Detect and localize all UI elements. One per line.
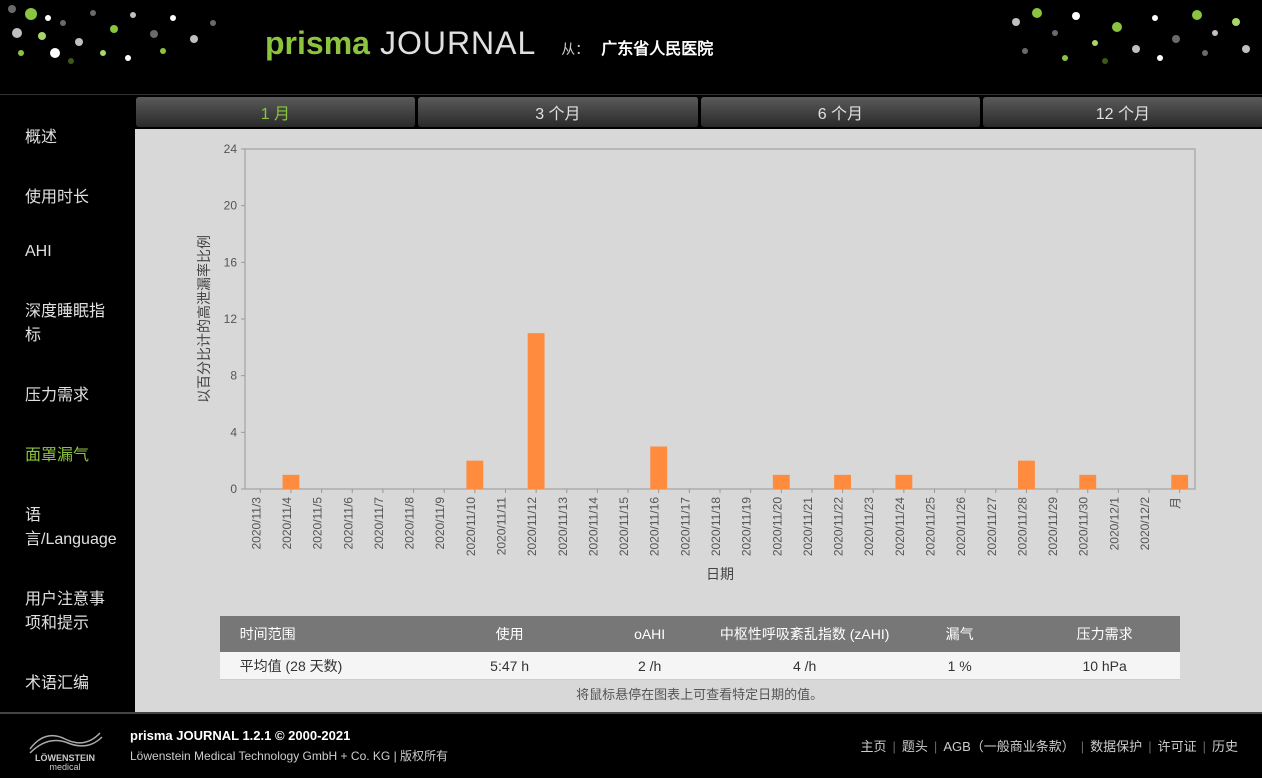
footer-link[interactable]: 许可证 xyxy=(1158,739,1197,754)
svg-text:2020/11/17: 2020/11/17 xyxy=(678,497,692,556)
table-header-cell: 漏气 xyxy=(890,624,1030,644)
leak-bar-chart[interactable]: 0 4 8 12 16 20 24 以百分比计的高泄漏率比例 2020/11/3 2020/11/… xyxy=(155,139,1245,601)
svg-text:2020/11/12: 2020/11/12 xyxy=(525,497,539,556)
table-cell: 4 /h xyxy=(720,658,890,674)
svg-text:0: 0 xyxy=(230,482,237,496)
table-cell: 平均值 (28 天数) xyxy=(220,656,440,676)
table-cell: 2 /h xyxy=(580,658,720,674)
sidebar-item-usage[interactable]: 使用时长 xyxy=(0,165,135,225)
table-header: 时间范围使用oAHI中枢性呼吸紊乱指数 (zAHI)漏气压力需求 xyxy=(220,616,1180,652)
svg-text:4: 4 xyxy=(230,425,237,439)
decorative-dots-right xyxy=(1002,0,1262,95)
version-line: prisma JOURNAL 1.2.1 © 2000-2021 xyxy=(130,728,350,743)
svg-text:2020/11/24: 2020/11/24 xyxy=(892,497,906,556)
tab-3[interactable]: 12 个月 xyxy=(983,97,1262,127)
svg-text:2020/11/11: 2020/11/11 xyxy=(494,497,508,556)
time-range-tabs: 1 月3 个月6 个月12 个月 xyxy=(135,95,1262,129)
sidebar-item-notices[interactable]: 用户注意事项和提示 xyxy=(0,567,135,651)
hospital-name: 广东省人民医院 xyxy=(601,35,713,59)
sidebar-item-language[interactable]: 语言/Language xyxy=(0,483,135,567)
svg-text:2020/11/15: 2020/11/15 xyxy=(617,497,631,556)
svg-text:2020/11/18: 2020/11/18 xyxy=(709,497,723,556)
table-cell: 1 % xyxy=(890,658,1030,674)
sidebar-item-sleep[interactable]: 深度睡眠指标 xyxy=(0,279,135,363)
svg-text:2020/12/2: 2020/12/2 xyxy=(1138,497,1152,551)
table-caption: 将鼠标悬停在图表上可查看特定日期的值。 xyxy=(220,680,1180,707)
svg-text:2020/11/13: 2020/11/13 xyxy=(555,497,569,556)
brand-prisma: prisma xyxy=(265,25,370,62)
logo-text-bottom: medical xyxy=(49,762,80,771)
table-header-cell: 压力需求 xyxy=(1030,624,1180,644)
svg-text:24: 24 xyxy=(223,142,237,156)
summary-table: 时间范围使用oAHI中枢性呼吸紊乱指数 (zAHI)漏气压力需求 平均值 (28… xyxy=(220,616,1180,707)
tab-1[interactable]: 3 个月 xyxy=(418,97,699,127)
svg-text:2020/11/22: 2020/11/22 xyxy=(831,497,845,556)
footer: LÖWENSTEIN medical prisma JOURNAL 1.2.1 … xyxy=(0,712,1262,778)
svg-text:2020/11/26: 2020/11/26 xyxy=(954,497,968,556)
chart-area: 0 4 8 12 16 20 24 以百分比计的高泄漏率比例 2020/11/3 2020/11/… xyxy=(135,129,1262,712)
sidebar-item-ahi[interactable]: AHI xyxy=(0,225,135,279)
table-cell: 10 hPa xyxy=(1030,658,1180,674)
svg-text:2020/11/29: 2020/11/29 xyxy=(1046,497,1060,556)
svg-text:2020/11/25: 2020/11/25 xyxy=(923,497,937,556)
svg-text:2020/11/27: 2020/11/27 xyxy=(984,497,998,556)
sidebar-item-glossary[interactable]: 术语汇编 xyxy=(0,651,135,711)
table-cell: 5:47 h xyxy=(440,658,580,674)
svg-text:日期: 日期 xyxy=(706,566,734,582)
svg-text:8: 8 xyxy=(230,369,237,383)
svg-text:2020/11/30: 2020/11/30 xyxy=(1076,497,1090,556)
svg-text:2020/11/28: 2020/11/28 xyxy=(1015,497,1029,556)
footer-logo: LÖWENSTEIN medical xyxy=(0,721,130,771)
footer-link[interactable]: 历史 xyxy=(1212,739,1238,754)
svg-text:2020/11/14: 2020/11/14 xyxy=(586,497,600,556)
svg-text:2020/11/23: 2020/11/23 xyxy=(862,497,876,556)
footer-link[interactable]: 主页 xyxy=(861,739,887,754)
sidebar-item-mask-leak[interactable]: 面罩漏气 xyxy=(0,423,135,483)
table-header-cell: 中枢性呼吸紊乱指数 (zAHI) xyxy=(720,624,890,644)
svg-text:2020/11/19: 2020/11/19 xyxy=(739,497,753,556)
company-line: Löwenstein Medical Technology GmbH + Co.… xyxy=(130,749,448,763)
table-row: 平均值 (28 天数)5:47 h2 /h4 /h1 %10 hPa xyxy=(220,652,1180,680)
from-label: 从： xyxy=(561,39,589,59)
svg-text:20: 20 xyxy=(223,199,237,213)
svg-text:2020/11/10: 2020/11/10 xyxy=(463,497,477,556)
svg-text:12: 12 xyxy=(223,312,237,326)
tab-0[interactable]: 1 月 xyxy=(136,97,417,127)
sidebar-item-pressure[interactable]: 压力需求 xyxy=(0,363,135,423)
sidebar: 概述使用时长AHI深度睡眠指标压力需求面罩漏气语言/Language用户注意事项… xyxy=(0,95,135,712)
svg-text:月: 月 xyxy=(1168,497,1182,509)
footer-link[interactable]: 题头 xyxy=(902,739,928,754)
header: prisma JOURNAL 从： 广东省人民医院 xyxy=(0,0,1262,95)
svg-text:2020/11/4: 2020/11/4 xyxy=(280,497,294,550)
svg-text:2020/11/21: 2020/11/21 xyxy=(801,497,815,556)
footer-link[interactable]: 数据保护 xyxy=(1090,739,1142,754)
footer-links: 主页|题头|AGB（一般商业条款）|数据保护|许可证|历史 xyxy=(857,736,1243,755)
svg-text:2020/12/1: 2020/12/1 xyxy=(1107,497,1121,551)
table-header-cell: 时间范围 xyxy=(220,624,440,644)
svg-text:2020/11/6: 2020/11/6 xyxy=(341,497,355,550)
table-header-cell: oAHI xyxy=(580,626,720,642)
svg-text:2020/11/16: 2020/11/16 xyxy=(647,497,661,556)
title-area: prisma JOURNAL 从： 广东省人民医院 xyxy=(265,25,713,62)
svg-text:2020/11/7: 2020/11/7 xyxy=(372,497,386,550)
svg-text:2020/11/9: 2020/11/9 xyxy=(433,497,447,550)
content: 1 月3 个月6 个月12 个月 0 4 8 12 16 20 24 以百分比计的高泄漏率比例… xyxy=(135,95,1262,712)
sidebar-item-overview[interactable]: 概述 xyxy=(0,105,135,165)
footer-link[interactable]: AGB（一般商业条款） xyxy=(943,739,1074,754)
svg-text:16: 16 xyxy=(223,255,237,269)
svg-text:以百分比计的高泄漏率比例: 以百分比计的高泄漏率比例 xyxy=(196,235,212,403)
decorative-dots-left xyxy=(0,0,260,95)
svg-text:2020/11/8: 2020/11/8 xyxy=(402,497,416,550)
svg-text:2020/11/20: 2020/11/20 xyxy=(770,497,784,556)
svg-text:2020/11/3: 2020/11/3 xyxy=(249,497,263,550)
tab-2[interactable]: 6 个月 xyxy=(701,97,982,127)
brand-journal: JOURNAL xyxy=(380,25,536,62)
footer-text: prisma JOURNAL 1.2.1 © 2000-2021 Löwenst… xyxy=(130,726,448,766)
svg-text:2020/11/5: 2020/11/5 xyxy=(310,497,324,550)
table-header-cell: 使用 xyxy=(440,624,580,644)
